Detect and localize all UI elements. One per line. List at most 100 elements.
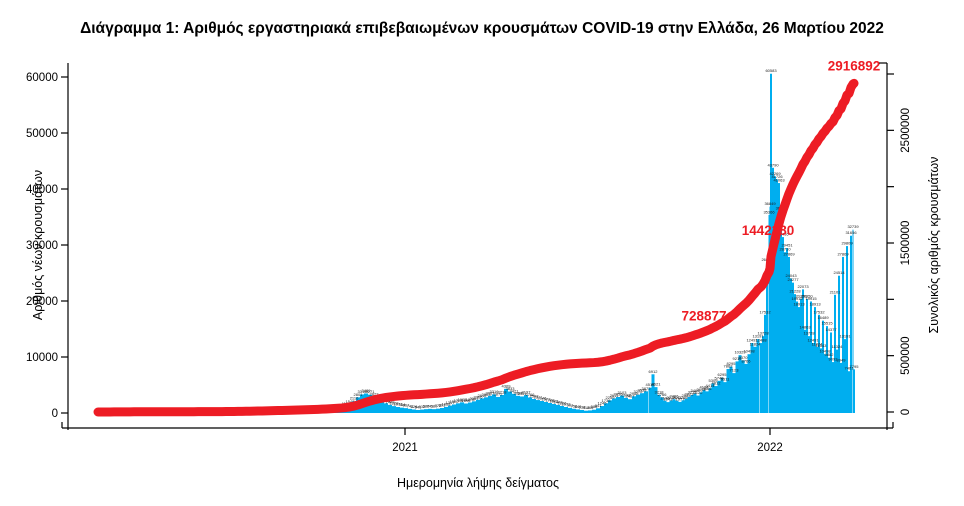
daily-cases-bar [830, 332, 832, 413]
bar-value-label: 20350 [801, 294, 813, 299]
bar-value-label: 4812 [712, 381, 722, 386]
daily-cases-bar [612, 398, 616, 413]
daily-cases-bar [669, 400, 673, 413]
bar-value-label: 14863 [799, 324, 811, 329]
bar-value-label: 11324 [832, 344, 844, 349]
daily-cases-bar [786, 248, 788, 413]
daily-cases-bar [472, 401, 476, 413]
bar-value-label: 6295 [718, 372, 728, 377]
daily-cases-bar [822, 320, 824, 413]
daily-cases-bar [608, 400, 612, 413]
daily-cases-bar [832, 362, 834, 413]
daily-cases-bar [699, 392, 703, 413]
bar-value-label: 3211 [688, 390, 697, 395]
daily-cases-bar [756, 339, 760, 413]
daily-cases-bar [456, 403, 460, 413]
bar-value-label: 2187 [661, 395, 671, 400]
bar-value-label: 2191 [673, 395, 683, 400]
daily-cases-bar [432, 409, 436, 413]
bar-value-label: 2467 [626, 394, 636, 399]
bar-value-label: 3103 [618, 390, 628, 395]
bar-value-label: 3218 [498, 389, 508, 394]
bar-value-label: 31656 [845, 230, 857, 235]
bar-value-label: 1449 [386, 399, 396, 404]
daily-cases-bar [720, 377, 724, 413]
daily-cases-bar [816, 346, 818, 413]
daily-cases-bar [444, 406, 448, 413]
daily-cases-bar [726, 368, 730, 413]
bar-value-label: 42269 [769, 171, 781, 176]
bar-value-label: 7123 [730, 368, 740, 373]
bar-value-label: 841 [595, 403, 602, 408]
daily-cases-bar [672, 399, 676, 413]
daily-cases-bar [772, 167, 774, 413]
daily-cases-bar [828, 357, 830, 413]
daily-cases-bar [548, 402, 552, 413]
bar-value-label: 11824 [812, 341, 824, 346]
daily-cases-bar [540, 400, 544, 413]
bar-value-label: 32739 [847, 224, 859, 229]
daily-cases-bar [476, 399, 480, 413]
daily-cases-bar [500, 394, 504, 413]
bar-value-label: 4518 [646, 382, 656, 387]
daily-cases-bar [628, 399, 632, 413]
bar-value-label: 23277 [787, 277, 799, 282]
daily-cases-bar [792, 282, 794, 413]
right-axis-tick-label: 1500000 [900, 221, 912, 266]
daily-cases-bar [766, 262, 768, 413]
bar-value-label: 588 [591, 404, 598, 409]
bar-value-label: 538 [579, 404, 586, 409]
daily-cases-bar [428, 408, 432, 413]
daily-cases-bar [690, 395, 694, 413]
bar-value-label: 2259 [606, 395, 616, 400]
daily-cases-bar [616, 397, 620, 413]
bar-value-label: 2951 [518, 391, 528, 396]
daily-cases-bar [717, 380, 721, 413]
daily-cases-bar [681, 400, 685, 413]
right-axis-tick-label: 2500000 [900, 108, 912, 153]
daily-cases-bar [747, 354, 751, 413]
daily-cases-bar [528, 397, 532, 413]
daily-cases-bar [376, 399, 380, 413]
daily-cases-bar [651, 374, 655, 413]
bar-value-label: 4621 [652, 382, 662, 387]
right-axis-tick-label: 500000 [900, 336, 912, 374]
bar-value-label: 2988 [630, 391, 640, 396]
milestone-annotation: 1442380 [742, 223, 795, 238]
daily-cases-bar [838, 275, 840, 413]
bar-value-label: 3421 [510, 388, 520, 393]
bar-value-label: 1696 [462, 398, 472, 403]
bar-value-label: 689 [431, 404, 438, 409]
bar-value-label: 10498 [743, 349, 755, 354]
bar-value-label: 7862 [724, 363, 734, 368]
bar-value-label: 15515 [821, 321, 833, 326]
daily-cases-bar [520, 396, 524, 413]
daily-cases-bar [524, 395, 528, 413]
daily-cases-bar [729, 366, 733, 413]
bar-value-label: 19915 [805, 296, 817, 301]
daily-cases-bar [380, 401, 384, 413]
daily-cases-bar [808, 336, 810, 413]
bar-value-label: 1522 [450, 399, 460, 404]
bar-value-label: 466 [587, 405, 594, 410]
bar-value-label: 1972 [542, 396, 552, 401]
bar-value-label: 12488 [755, 338, 767, 343]
bar-value-label: 2366 [474, 394, 484, 399]
daily-cases-bar [794, 294, 796, 413]
daily-cases-bar [800, 299, 802, 413]
daily-cases-bar [812, 343, 814, 413]
daily-cases-bar [806, 299, 808, 413]
daily-cases-bar [684, 398, 688, 413]
bar-value-label: 412 [583, 405, 590, 410]
daily-cases-bar [760, 343, 762, 413]
bar-value-label: 2766 [658, 392, 668, 397]
bar-value-label: 9215 [733, 356, 743, 361]
bar-value-label: 3067 [486, 390, 496, 395]
daily-cases-bar [596, 408, 600, 413]
daily-cases-bar [660, 397, 664, 413]
daily-cases-bar [480, 398, 484, 413]
bar-value-label: 867 [403, 403, 410, 408]
daily-cases-bar [853, 369, 855, 413]
daily-cases-bar [388, 404, 392, 413]
daily-cases-bar [842, 256, 844, 413]
